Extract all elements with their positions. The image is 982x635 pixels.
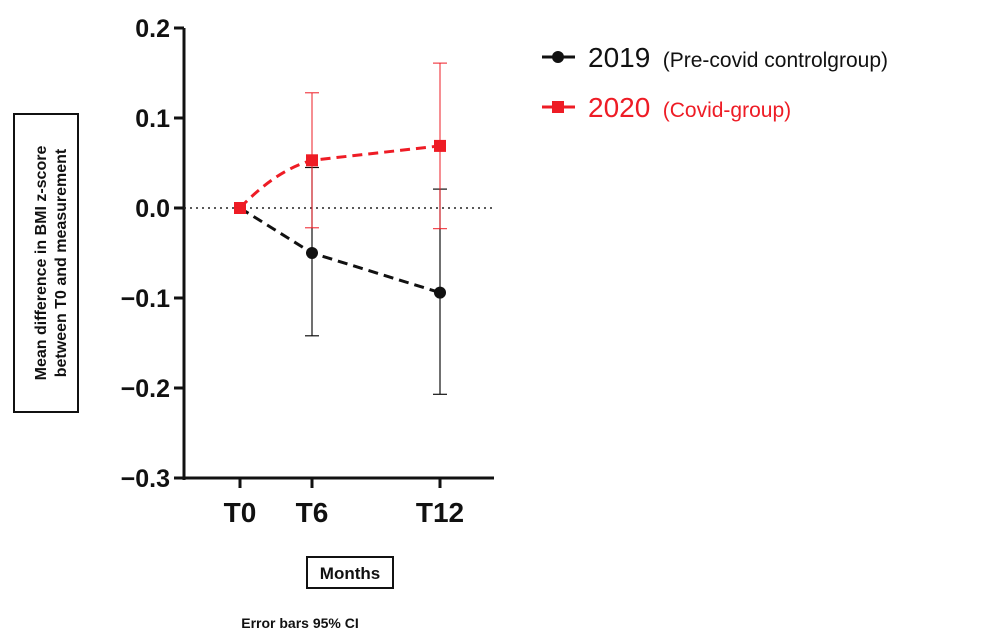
y-tick-label: 0.1 bbox=[135, 105, 170, 133]
y-tick-label: −0.1 bbox=[121, 285, 170, 313]
x-tick-label: T12 bbox=[416, 497, 464, 528]
y-axis-label: Mean difference in BMI z-score between T… bbox=[14, 114, 78, 412]
legend-label-2020: 2020 (Covid-group) bbox=[588, 92, 791, 123]
legend-marker-2019 bbox=[552, 51, 564, 63]
legend-year-2019: 2019 bbox=[588, 42, 650, 73]
legend-item-2019: 2019 (Pre-covid controlgroup) bbox=[542, 42, 888, 73]
x-axis-label-text: Months bbox=[320, 564, 380, 583]
series-2020 bbox=[234, 63, 447, 229]
legend-year-2020: 2020 bbox=[588, 92, 650, 123]
plot-series bbox=[234, 63, 447, 394]
point-2019 bbox=[434, 287, 446, 299]
x-tick-label: T6 bbox=[296, 497, 329, 528]
x-axis-label: Months bbox=[307, 557, 393, 588]
y-tick-label: 0.0 bbox=[135, 195, 170, 223]
y-axis-label-line-2: between T0 and measurement bbox=[53, 148, 70, 377]
series-2019 bbox=[234, 168, 447, 395]
error-bar-note: Error bars 95% CI bbox=[241, 615, 359, 631]
legend-item-2020: 2020 (Covid-group) bbox=[542, 92, 791, 123]
y-tick-label: −0.2 bbox=[121, 375, 170, 403]
point-2020 bbox=[434, 140, 446, 152]
legend-desc-2020: (Covid-group) bbox=[663, 99, 791, 122]
point-2019 bbox=[306, 247, 318, 259]
legend-desc-2019: (Pre-covid controlgroup) bbox=[663, 49, 888, 72]
y-tick-label: 0.2 bbox=[135, 15, 170, 43]
line-2020 bbox=[240, 146, 440, 208]
legend: 2019 (Pre-covid controlgroup) 2020 (Covi… bbox=[542, 42, 888, 123]
x-axis: T0 T6 T12 bbox=[182, 478, 494, 528]
point-2020 bbox=[306, 154, 318, 166]
y-axis: 0.2 0.1 0.0 −0.1 −0.2 −0.3 bbox=[121, 15, 184, 493]
y-axis-label-line-1: Mean difference in BMI z-score bbox=[33, 146, 50, 381]
legend-marker-2020 bbox=[552, 101, 564, 113]
point-2020 bbox=[234, 202, 246, 214]
y-tick-label: −0.3 bbox=[121, 465, 170, 493]
x-tick-label: T0 bbox=[224, 497, 257, 528]
legend-label-2019: 2019 (Pre-covid controlgroup) bbox=[588, 42, 888, 73]
line-2019 bbox=[240, 208, 440, 293]
